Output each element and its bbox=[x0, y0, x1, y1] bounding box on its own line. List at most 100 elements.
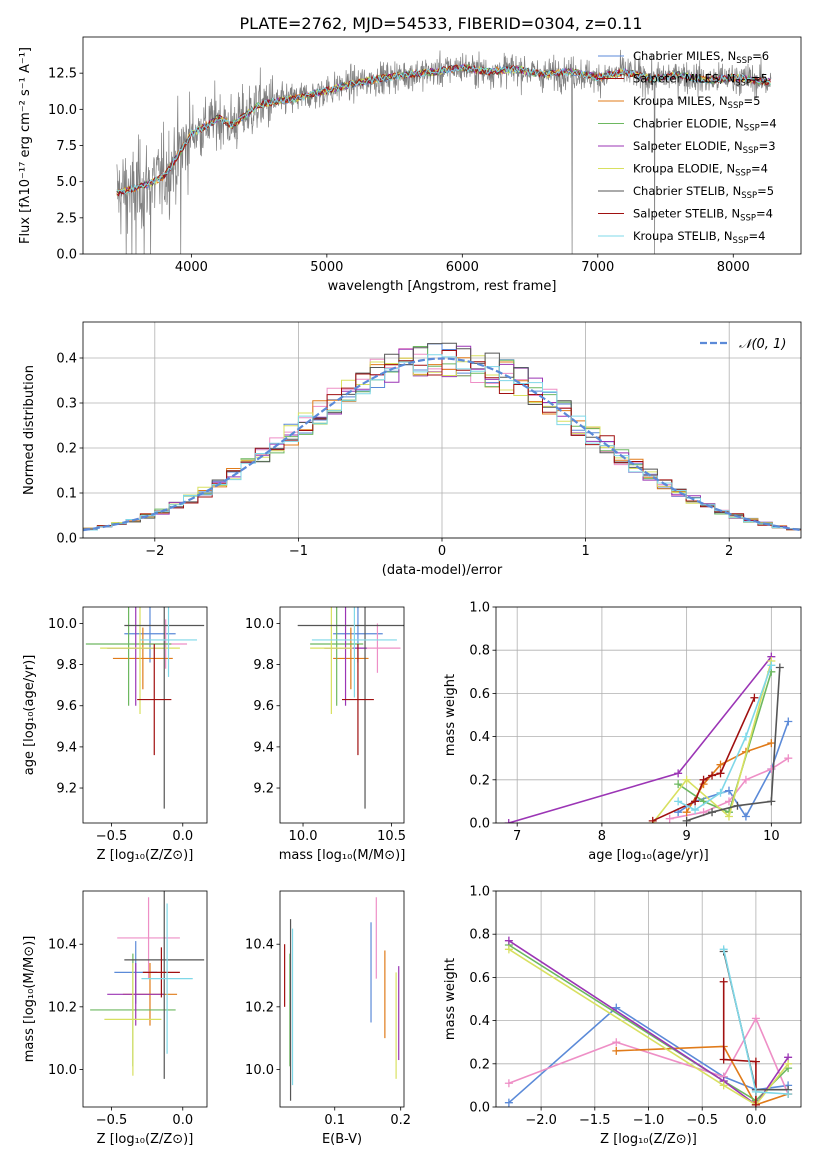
x-tick-label: 0.2 bbox=[390, 1113, 411, 1128]
y-tick-label: 0.6 bbox=[469, 971, 490, 986]
legend-label-sub: SSP bbox=[740, 214, 756, 224]
weight-marker bbox=[504, 936, 513, 945]
subplot-spectrum: 4000 5000 6000 7000 8000 0.0 2.5 5.0 7.5 10.0 12.5… bbox=[18, 36, 802, 294]
legend-label-tail: =5 bbox=[751, 72, 768, 86]
legend-label-sub: SSP bbox=[741, 191, 757, 201]
legend-label: 𝒩(0, 1) bbox=[739, 337, 786, 352]
x-axis-label: Z [log₁₀(Z/Z⊙)] bbox=[600, 1132, 697, 1147]
weight-marker bbox=[674, 769, 683, 778]
legend-label-base: Chabrier ELODIE, N bbox=[633, 117, 744, 131]
x-tick-label: −0.5 bbox=[686, 1113, 718, 1128]
plot-area-residuals bbox=[83, 342, 801, 532]
legend-label-base: Salpeter STELIB, N bbox=[633, 207, 740, 221]
legend-label-tail: =4 bbox=[760, 117, 777, 131]
y-tick-label: 0.0 bbox=[56, 248, 77, 263]
weight-marker bbox=[767, 661, 776, 670]
weight-line-kroupa_miles bbox=[616, 1045, 789, 1106]
x-tick-label: 8000 bbox=[717, 260, 750, 275]
legend-label-tail: =5 bbox=[743, 94, 760, 108]
y-tick-label: 0.2 bbox=[469, 1057, 490, 1072]
x-tick-label: −0.5 bbox=[96, 829, 128, 844]
weight-marker bbox=[682, 816, 691, 823]
plot-area-age_vs_mass bbox=[297, 607, 404, 809]
y-tick-label: 10.2 bbox=[245, 1000, 274, 1015]
weight-marker bbox=[741, 775, 750, 784]
legend-label-base: Kroupa STELIB, N bbox=[633, 229, 733, 243]
legend-label-sub: SSP bbox=[735, 169, 751, 179]
x-axis-label: Z [log₁₀(Z/Z⊙)] bbox=[97, 848, 194, 863]
y-tick-label: 5.0 bbox=[56, 175, 77, 190]
weight-marker bbox=[719, 945, 728, 954]
plot-area-age_vs_Z bbox=[85, 607, 205, 809]
y-tick-label: 0.8 bbox=[469, 928, 490, 943]
y-tick-label: 9.4 bbox=[56, 740, 77, 755]
weight-marker bbox=[741, 732, 750, 741]
x-axis-label: E(B-V) bbox=[322, 1132, 362, 1147]
weight-line-salpeter_stelib bbox=[722, 981, 757, 1105]
x-tick-label: 5000 bbox=[310, 260, 343, 275]
x-tick-label: −0.5 bbox=[96, 1113, 128, 1128]
legend-label-sub: SSP bbox=[736, 56, 752, 66]
normal-curve bbox=[83, 357, 801, 532]
y-axis-label: Flux [fλ10⁻¹⁷ erg cm⁻² s⁻¹ A⁻¹] bbox=[18, 47, 33, 244]
legend-label: Salpeter ELODIE, NSSP=3 bbox=[633, 139, 776, 156]
weight-marker bbox=[741, 812, 750, 821]
x-tick-label: 7000 bbox=[581, 260, 614, 275]
legend-label-sub: SSP bbox=[733, 236, 749, 246]
y-tick-label: 10.0 bbox=[48, 617, 77, 632]
plot-area-mass_vs_Z bbox=[90, 891, 205, 1079]
legend-label: Salpeter MILES, NSSP=5 bbox=[633, 72, 768, 89]
weight-marker bbox=[691, 806, 700, 815]
x-axis-label: Z [log₁₀(Z/Z⊙)] bbox=[97, 1132, 194, 1147]
weight-marker bbox=[612, 1046, 621, 1055]
y-tick-label: 0.0 bbox=[469, 1101, 490, 1116]
axes-frame bbox=[495, 606, 802, 824]
weight-marker bbox=[719, 1055, 728, 1064]
y-tick-label: 10.0 bbox=[48, 1063, 77, 1078]
weight-marker bbox=[691, 797, 700, 806]
legend-label-base: Salpeter MILES, N bbox=[633, 72, 735, 86]
y-tick-label: 0.4 bbox=[56, 352, 77, 367]
weight-marker bbox=[733, 801, 742, 810]
weight-marker bbox=[665, 814, 674, 823]
model-spectrum-7 bbox=[116, 63, 771, 197]
y-tick-label: 0.2 bbox=[56, 442, 77, 457]
plot-area-weight_vs_Z bbox=[504, 936, 793, 1107]
weight-marker bbox=[708, 771, 717, 780]
y-axis-label: mass [log₁₀(M/M⊙)] bbox=[22, 936, 37, 1063]
plot-area-weight_vs_age bbox=[504, 652, 793, 823]
legend-label-tail: =5 bbox=[757, 184, 774, 198]
weight-marker bbox=[612, 1038, 621, 1047]
y-tick-label: 2.5 bbox=[56, 211, 77, 226]
weight-marker bbox=[682, 808, 691, 817]
weight-marker bbox=[699, 775, 708, 784]
x-tick-label: 7 bbox=[513, 829, 521, 844]
x-tick-label: 10.0 bbox=[289, 829, 318, 844]
axes-frame bbox=[279, 890, 405, 1108]
histogram-chabrier_miles bbox=[83, 343, 801, 530]
x-tick-label: 8 bbox=[598, 829, 606, 844]
x-tick-label: 10.5 bbox=[377, 829, 406, 844]
axes-frame bbox=[279, 606, 405, 824]
y-tick-label: 0.8 bbox=[469, 644, 490, 659]
subplot-weight_vs_Z: −2.0 −1.5 −1.0 −0.5 0.0 0.0 0.2 0.4 0.6 0.8 1.0 Z [… bbox=[443, 885, 802, 1147]
x-axis-label: (data-model)/error bbox=[382, 563, 503, 578]
subplot-weight_vs_age: 7 8 9 10 0.0 0.2 0.4 0.6 0.8 1.0 age [log₁₀(age/yr… bbox=[443, 601, 802, 863]
legend-label-tail: =4 bbox=[748, 229, 765, 243]
weight-marker bbox=[674, 780, 683, 789]
legend-label-base: Chabrier MILES, N bbox=[633, 49, 736, 63]
legend-label: Chabrier MILES, NSSP=6 bbox=[633, 49, 769, 66]
legend-label-base: Kroupa MILES, N bbox=[633, 94, 728, 108]
legend-label: Salpeter STELIB, NSSP=4 bbox=[633, 207, 773, 224]
weight-marker bbox=[767, 739, 776, 748]
y-tick-label: 9.8 bbox=[253, 658, 274, 673]
legend-label-sub: SSP bbox=[728, 101, 744, 111]
weight-marker bbox=[708, 808, 717, 817]
subplot-age_vs_mass: 10.0 10.5 9.2 9.4 9.6 9.8 10.0 mass [log₁₀(M/M⊙… bbox=[245, 606, 406, 863]
y-tick-label: 9.6 bbox=[56, 699, 77, 714]
weight-marker bbox=[504, 1079, 513, 1088]
weight-marker bbox=[716, 760, 725, 769]
legend-label-tail: =4 bbox=[751, 162, 768, 176]
weight-marker bbox=[750, 693, 759, 702]
